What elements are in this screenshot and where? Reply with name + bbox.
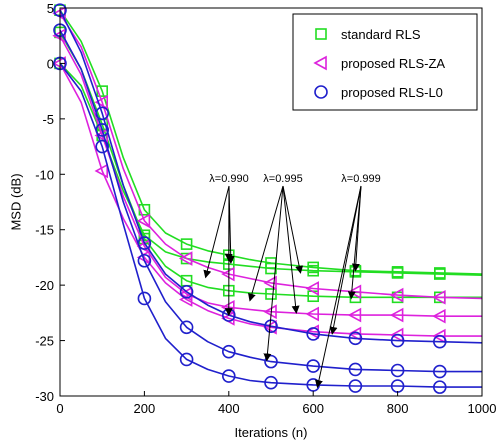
y-tick-label: -15	[35, 223, 54, 238]
series-marker	[432, 308, 446, 324]
annotation-arrow	[263, 185, 284, 362]
y-tick-label: -25	[35, 334, 54, 349]
x-tick-label: 1000	[468, 401, 497, 416]
tick-layer: 0 200 400 600 800 1000 5 0 -5 -10 -15 -20 -25 -30	[35, 1, 496, 416]
series-line	[59, 29, 482, 373]
y-tick-label: -30	[35, 389, 54, 404]
annotation-arrow	[226, 185, 235, 264]
series-marker	[348, 362, 363, 377]
legend-entry: standard RLS	[315, 27, 421, 42]
x-tick-label: 0	[56, 401, 63, 416]
series-marker	[263, 304, 277, 320]
y-tick-label: -10	[35, 167, 54, 182]
annotation-arrow	[314, 185, 362, 389]
series-marker	[432, 364, 447, 379]
legend-entry: proposed RLS-L0	[314, 85, 443, 100]
legend-marker	[314, 85, 328, 99]
y-tick-label: -20	[35, 278, 54, 293]
x-tick-label: 400	[218, 401, 240, 416]
series-marker	[95, 139, 109, 154]
series-marker	[179, 320, 194, 335]
series-marker	[305, 306, 320, 322]
lambda-label: λ=0.999	[341, 173, 380, 185]
series-marker	[389, 287, 404, 303]
legend-label: standard RLS	[341, 27, 421, 42]
lambda-annotation: λ=0.990	[203, 173, 249, 317]
series-marker	[433, 268, 446, 280]
annotation-arrow	[282, 185, 300, 314]
series-marker	[178, 251, 193, 266]
series-marker	[432, 380, 447, 394]
legend-label: proposed RLS-L0	[341, 85, 443, 100]
legend: standard RLS proposed RLS-ZA proposed RLS-…	[292, 13, 478, 111]
annotation-arrow	[282, 185, 304, 274]
x-tick-label: 600	[302, 401, 324, 416]
series-marker	[94, 94, 108, 110]
series-line	[59, 62, 482, 388]
series-line	[59, 63, 482, 337]
series-marker	[348, 379, 363, 393]
plot-frame	[59, 7, 483, 397]
lambda-annotation: λ=0.995	[247, 173, 304, 362]
series-marker	[390, 363, 405, 378]
y-tick-label: -5	[42, 112, 54, 127]
series-marker	[348, 331, 363, 346]
series-marker	[265, 288, 277, 300]
series-marker	[264, 375, 278, 390]
series-marker	[222, 369, 236, 383]
series-marker	[137, 253, 152, 268]
lambda-label: λ=0.990	[209, 173, 248, 185]
series-marker	[389, 327, 404, 343]
series-marker	[306, 327, 321, 341]
series-7	[53, 23, 482, 379]
x-tick-label: 800	[387, 401, 409, 416]
series-marker	[307, 264, 320, 277]
series-marker	[347, 307, 362, 323]
series-marker	[137, 291, 152, 306]
series-marker	[265, 262, 277, 275]
series-marker	[432, 328, 446, 344]
series-marker	[136, 213, 151, 229]
series-line	[59, 9, 483, 275]
legend-marker	[313, 55, 327, 71]
series-marker	[179, 352, 194, 367]
series-marker	[222, 344, 236, 359]
annotation-arrow	[203, 185, 230, 279]
series-line	[59, 32, 482, 299]
series-line	[59, 13, 483, 300]
lambda-label: λ=0.995	[263, 173, 302, 185]
annotation-arrow	[247, 185, 284, 302]
series-marker	[221, 266, 235, 282]
x-tick-label: 200	[134, 401, 156, 416]
series-marker	[390, 333, 405, 348]
series-marker	[432, 289, 446, 305]
series-layer	[52, 3, 483, 394]
series-marker	[305, 281, 320, 296]
legend-entry: proposed RLS-ZA	[313, 55, 445, 71]
annotation-arrow	[351, 185, 362, 272]
series-marker	[180, 238, 193, 250]
series-marker	[432, 334, 447, 349]
series-marker	[391, 267, 404, 279]
y-axis-title: MSD (dB)	[8, 173, 23, 230]
x-axis-title: Iterations (n)	[235, 425, 308, 440]
series-marker	[389, 307, 404, 323]
legend-label: proposed RLS-ZA	[341, 56, 445, 71]
legend-marker	[315, 28, 327, 40]
annotation-arrow	[329, 185, 362, 335]
series-marker	[263, 275, 277, 291]
y-tick-label: 5	[47, 1, 54, 16]
y-tick-label: 0	[47, 56, 54, 71]
annotation-layer: λ=0.990 λ=0.995 λ=0.999	[203, 173, 381, 389]
series-marker	[94, 163, 108, 179]
series-marker	[178, 292, 193, 307]
series-line	[59, 9, 483, 344]
lambda-annotation: λ=0.999	[314, 173, 381, 389]
series-marker	[179, 284, 194, 299]
series-marker	[94, 128, 108, 143]
series-marker	[306, 359, 321, 373]
legend-box	[292, 13, 478, 111]
